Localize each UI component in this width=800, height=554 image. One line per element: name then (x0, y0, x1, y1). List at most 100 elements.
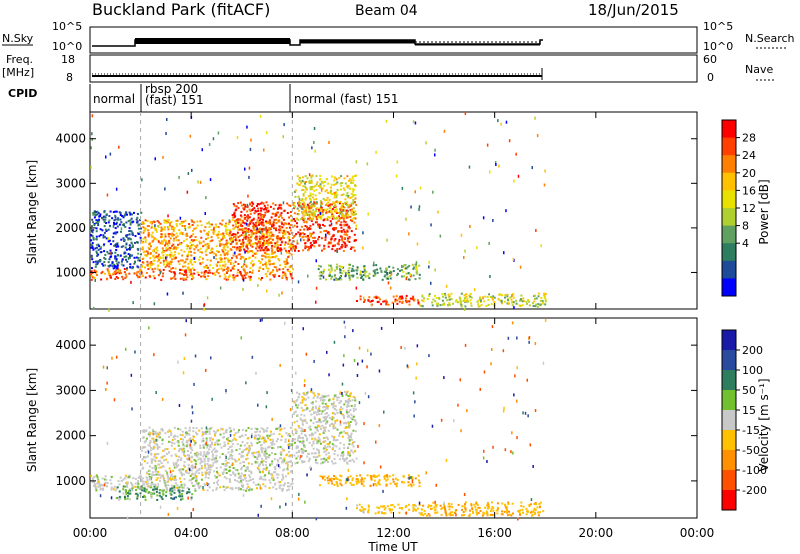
velocity-cell (353, 440, 356, 443)
velocity-cell (339, 479, 342, 482)
velocity-cell (183, 461, 186, 464)
velocity-cell (204, 471, 207, 474)
velocity-cell (260, 443, 263, 446)
velocity-cell (246, 437, 249, 440)
velocity-cell (407, 481, 410, 484)
power-cell (408, 303, 411, 306)
power-cell (257, 207, 260, 210)
power-cell (137, 276, 140, 279)
power-cell (376, 271, 379, 274)
velocity-cell (208, 465, 211, 467)
power-cell (276, 235, 279, 238)
power-cell (320, 206, 323, 209)
power-scatter-point (91, 137, 93, 141)
velocity-cell (256, 458, 259, 461)
power-cell (179, 232, 181, 235)
velocity-cell (209, 468, 212, 471)
power-cell (130, 241, 133, 244)
power-cell (317, 238, 320, 241)
power-cell (485, 305, 488, 307)
power-cell (233, 213, 236, 216)
power-cell (500, 300, 503, 303)
velocity-cell (318, 454, 321, 457)
power-cell (115, 243, 118, 246)
power-scatter-point (363, 296, 365, 300)
power-scatter-point (425, 141, 427, 145)
velocity-cell (169, 489, 172, 492)
power-cell (279, 264, 282, 267)
power-cell (251, 245, 254, 248)
velocity-cell (148, 477, 151, 480)
velocity-cell (243, 474, 246, 477)
power-cell (246, 215, 249, 218)
power-cell (214, 274, 217, 276)
power-cell (271, 225, 273, 228)
power-cell (305, 221, 308, 224)
velocity-cell (290, 453, 293, 456)
velocity-cell (175, 466, 177, 469)
power-cell (93, 216, 96, 219)
power-cell (171, 244, 174, 247)
velocity-cell (321, 402, 324, 405)
power-cell (243, 263, 246, 266)
power-scatter-point (498, 164, 500, 168)
velocity-cell (264, 464, 267, 467)
power-cell (116, 254, 119, 257)
velocity-cell (333, 458, 336, 461)
velocity-cell (230, 449, 233, 451)
power-cell (90, 228, 92, 231)
power-cell (226, 258, 229, 261)
power-cell (348, 179, 350, 182)
power-cell (158, 258, 161, 261)
power-scatter-point (482, 296, 484, 300)
power-cell (209, 271, 212, 274)
velocity-cell (320, 396, 323, 399)
velocity-cell (188, 491, 191, 494)
power-cell (460, 302, 462, 305)
velocity-cell (192, 473, 195, 476)
velocity-cell (298, 435, 300, 437)
power-cell (328, 233, 331, 236)
power-cell (319, 265, 322, 268)
power-cell (191, 267, 194, 270)
power-cell (341, 213, 344, 216)
velocity-cell (311, 408, 314, 411)
velocity-cell (181, 430, 184, 433)
velocity-cell (181, 434, 184, 437)
power-cell (304, 175, 307, 178)
power-cell (352, 179, 355, 182)
velocity-cell (239, 488, 242, 491)
velocity-cell (316, 462, 319, 465)
power-cell (396, 302, 399, 305)
velocity-cell (171, 478, 174, 481)
nsky-panel-frame (89, 26, 698, 54)
power-cell (349, 215, 352, 218)
power-cell (310, 186, 313, 188)
power-scatter-point (511, 294, 513, 298)
power-cell (253, 207, 256, 210)
power-cell (492, 295, 495, 298)
power-cell (246, 210, 249, 213)
power-cell (232, 267, 235, 270)
velocity-cell (162, 476, 165, 479)
velocity-cell (201, 440, 204, 443)
velocity-cell (315, 456, 317, 459)
power-cell (91, 272, 94, 274)
velocity-cell (347, 437, 350, 439)
power-cell (179, 243, 182, 246)
velocity-cell (148, 432, 151, 435)
power-cell (338, 202, 341, 205)
power-cell (395, 295, 398, 298)
power-cell (452, 302, 454, 305)
power-cell (317, 214, 320, 217)
power-cell (316, 181, 319, 184)
power-cell (271, 244, 274, 247)
power-cell (261, 233, 263, 235)
velocity-cell (279, 429, 282, 432)
power-cell (107, 270, 110, 273)
velocity-cell (168, 435, 170, 438)
velocity-cell (319, 397, 322, 399)
power-cell (297, 213, 300, 216)
power-cell (181, 221, 184, 224)
power-scatter-point (319, 226, 321, 229)
